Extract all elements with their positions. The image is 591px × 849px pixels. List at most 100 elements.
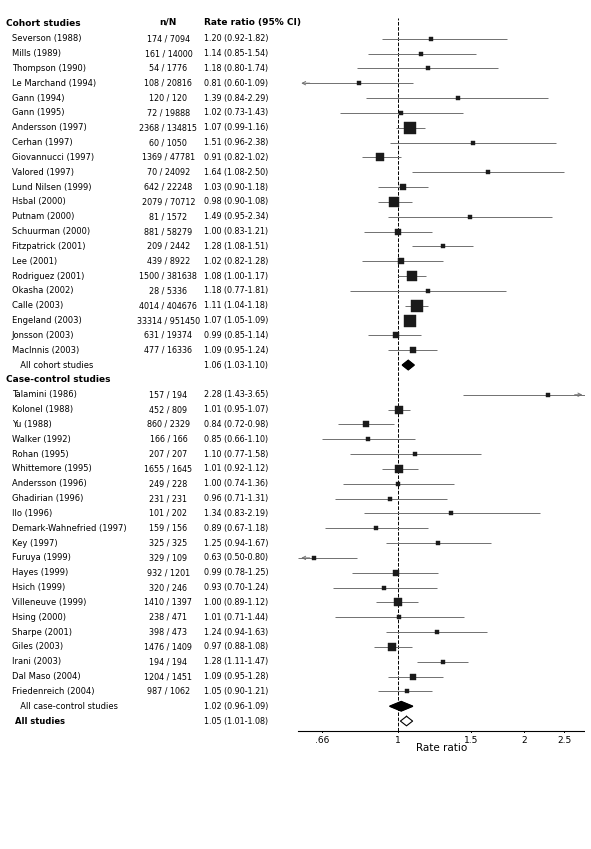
- Text: 0.96 (0.71-1.31): 0.96 (0.71-1.31): [204, 494, 268, 503]
- Text: 1.11 (1.04-1.18): 1.11 (1.04-1.18): [204, 301, 268, 310]
- Text: Engeland (2003): Engeland (2003): [12, 316, 82, 325]
- Text: Gann (1995): Gann (1995): [12, 109, 64, 117]
- Text: 1.10 (0.77-1.58): 1.10 (0.77-1.58): [204, 450, 268, 458]
- Text: Rate ratio (95% CI): Rate ratio (95% CI): [204, 18, 301, 27]
- Text: .66: .66: [315, 736, 329, 745]
- Text: Hsich (1999): Hsich (1999): [12, 583, 65, 592]
- Text: 932 / 1201: 932 / 1201: [147, 568, 190, 577]
- Text: 1.09 (0.95-1.28): 1.09 (0.95-1.28): [204, 672, 268, 681]
- Polygon shape: [401, 717, 413, 726]
- Text: 0.91 (0.82-1.02): 0.91 (0.82-1.02): [204, 153, 268, 162]
- Text: 2368 / 134815: 2368 / 134815: [139, 123, 197, 132]
- Text: 1.18 (0.80-1.74): 1.18 (0.80-1.74): [204, 64, 268, 73]
- Text: Jonsson (2003): Jonsson (2003): [12, 331, 74, 340]
- Text: 1476 / 1409: 1476 / 1409: [144, 643, 193, 651]
- Text: Walker (1992): Walker (1992): [12, 435, 70, 444]
- Text: 0.84 (0.72-0.98): 0.84 (0.72-0.98): [204, 420, 268, 429]
- Text: 1655 / 1645: 1655 / 1645: [144, 464, 193, 474]
- Text: 1.01 (0.95-1.07): 1.01 (0.95-1.07): [204, 405, 268, 414]
- Text: Rate ratio: Rate ratio: [416, 743, 467, 753]
- Text: 439 / 8922: 439 / 8922: [147, 256, 190, 266]
- Text: 1.39 (0.84-2.29): 1.39 (0.84-2.29): [204, 93, 268, 103]
- Text: 2: 2: [521, 736, 527, 745]
- Text: 72 / 19888: 72 / 19888: [147, 109, 190, 117]
- Text: 1.00 (0.83-1.21): 1.00 (0.83-1.21): [204, 227, 268, 236]
- Text: 1.00 (0.89-1.12): 1.00 (0.89-1.12): [204, 598, 268, 607]
- Text: Cerhan (1997): Cerhan (1997): [12, 138, 72, 147]
- Text: 1500 / 381638: 1500 / 381638: [139, 272, 197, 280]
- Text: Talamini (1986): Talamini (1986): [12, 391, 77, 399]
- Polygon shape: [389, 701, 413, 711]
- Text: Putnam (2000): Putnam (2000): [12, 212, 74, 222]
- Text: Sharpe (2001): Sharpe (2001): [12, 627, 72, 637]
- Text: 2.28 (1.43-3.65): 2.28 (1.43-3.65): [204, 391, 268, 399]
- Text: 0.89 (0.67-1.18): 0.89 (0.67-1.18): [204, 524, 268, 532]
- Text: 2.5: 2.5: [557, 736, 571, 745]
- Text: 1.25 (0.94-1.67): 1.25 (0.94-1.67): [204, 538, 268, 548]
- Text: MacInnis (2003): MacInnis (2003): [12, 346, 79, 355]
- Text: Calle (2003): Calle (2003): [12, 301, 63, 310]
- Text: Rohan (1995): Rohan (1995): [12, 450, 69, 458]
- Text: All studies: All studies: [15, 717, 64, 726]
- Text: 320 / 246: 320 / 246: [150, 583, 187, 592]
- Text: Giovannucci (1997): Giovannucci (1997): [12, 153, 94, 162]
- Text: Kolonel (1988): Kolonel (1988): [12, 405, 73, 414]
- Text: Lee (2001): Lee (2001): [12, 256, 57, 266]
- Text: 238 / 471: 238 / 471: [150, 613, 187, 621]
- Text: 249 / 228: 249 / 228: [150, 479, 187, 488]
- Text: 1.34 (0.83-2.19): 1.34 (0.83-2.19): [204, 509, 268, 518]
- Text: 1204 / 1451: 1204 / 1451: [144, 672, 193, 681]
- Text: 452 / 809: 452 / 809: [150, 405, 187, 414]
- Text: 28 / 5336: 28 / 5336: [150, 286, 187, 295]
- Text: 1.05 (1.01-1.08): 1.05 (1.01-1.08): [204, 717, 268, 726]
- Text: 81 / 1572: 81 / 1572: [150, 212, 187, 222]
- Text: 194 / 194: 194 / 194: [150, 657, 187, 666]
- Text: All cohort studies: All cohort studies: [15, 361, 93, 369]
- Text: 0.99 (0.78-1.25): 0.99 (0.78-1.25): [204, 568, 268, 577]
- Text: 0.81 (0.60-1.09): 0.81 (0.60-1.09): [204, 79, 268, 87]
- Text: Schuurman (2000): Schuurman (2000): [12, 227, 90, 236]
- Text: 1.02 (0.73-1.43): 1.02 (0.73-1.43): [204, 109, 268, 117]
- Text: Cohort studies: Cohort studies: [6, 20, 80, 28]
- Text: 987 / 1062: 987 / 1062: [147, 687, 190, 696]
- Text: 0.93 (0.70-1.24): 0.93 (0.70-1.24): [204, 583, 268, 592]
- Text: Friedenreich (2004): Friedenreich (2004): [12, 687, 94, 696]
- Text: 54 / 1776: 54 / 1776: [150, 64, 187, 73]
- Text: 161 / 14000: 161 / 14000: [145, 49, 192, 58]
- Text: 860 / 2329: 860 / 2329: [147, 420, 190, 429]
- Text: 0.98 (0.90-1.08): 0.98 (0.90-1.08): [204, 197, 268, 206]
- Text: Ilo (1996): Ilo (1996): [12, 509, 52, 518]
- Text: 4014 / 404676: 4014 / 404676: [139, 301, 197, 310]
- Text: Le Marchand (1994): Le Marchand (1994): [12, 79, 96, 87]
- Text: Furuya (1999): Furuya (1999): [12, 554, 70, 562]
- Text: 1.08 (1.00-1.17): 1.08 (1.00-1.17): [204, 272, 268, 280]
- Text: Yu (1988): Yu (1988): [12, 420, 51, 429]
- Text: Irani (2003): Irani (2003): [12, 657, 61, 666]
- Text: 1.00 (0.74-1.36): 1.00 (0.74-1.36): [204, 479, 268, 488]
- Text: 0.85 (0.66-1.10): 0.85 (0.66-1.10): [204, 435, 268, 444]
- Text: Villeneuve (1999): Villeneuve (1999): [12, 598, 86, 607]
- Text: 60 / 1050: 60 / 1050: [150, 138, 187, 147]
- Text: 1.02 (0.82-1.28): 1.02 (0.82-1.28): [204, 256, 268, 266]
- Text: Giles (2003): Giles (2003): [12, 643, 63, 651]
- Text: Hsing (2000): Hsing (2000): [12, 613, 66, 621]
- Text: 1.28 (1.11-1.47): 1.28 (1.11-1.47): [204, 657, 268, 666]
- Text: 1369 / 47781: 1369 / 47781: [142, 153, 195, 162]
- Text: 108 / 20816: 108 / 20816: [144, 79, 193, 87]
- Text: 398 / 473: 398 / 473: [150, 627, 187, 637]
- Text: 1.07 (1.05-1.09): 1.07 (1.05-1.09): [204, 316, 268, 325]
- Text: 1.24 (0.94-1.63): 1.24 (0.94-1.63): [204, 627, 268, 637]
- Text: 159 / 156: 159 / 156: [150, 524, 187, 532]
- Text: 1: 1: [395, 736, 401, 745]
- Text: 325 / 325: 325 / 325: [150, 538, 187, 548]
- Text: 166 / 166: 166 / 166: [150, 435, 187, 444]
- Text: 1.51 (0.96-2.38): 1.51 (0.96-2.38): [204, 138, 268, 147]
- Text: 1.5: 1.5: [465, 736, 479, 745]
- Text: Andersson (1996): Andersson (1996): [12, 479, 86, 488]
- Text: 209 / 2442: 209 / 2442: [147, 242, 190, 250]
- Text: 101 / 202: 101 / 202: [150, 509, 187, 518]
- Text: Rodriguez (2001): Rodriguez (2001): [12, 272, 84, 280]
- Text: Key (1997): Key (1997): [12, 538, 57, 548]
- Text: 0.99 (0.85-1.14): 0.99 (0.85-1.14): [204, 331, 268, 340]
- Text: 1.06 (1.03-1.10): 1.06 (1.03-1.10): [204, 361, 268, 369]
